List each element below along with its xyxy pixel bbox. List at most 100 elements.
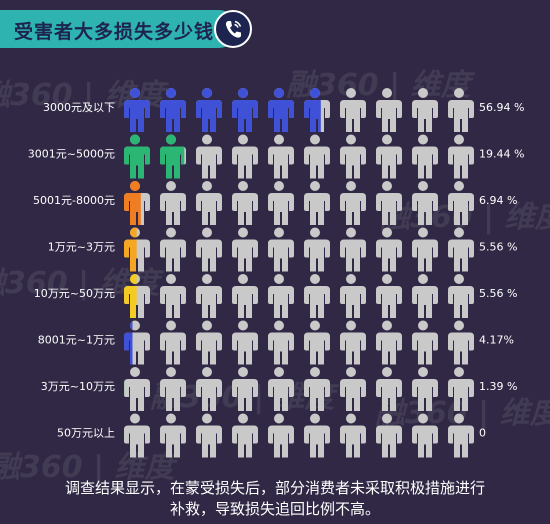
person-icon: [232, 274, 258, 318]
person-icon: [268, 134, 294, 179]
person-icon: [412, 413, 438, 458]
person-icon-filled: [124, 274, 137, 318]
person-icon-filled: [124, 227, 137, 272]
person-icon: [340, 134, 366, 179]
person-icon: [412, 134, 438, 179]
title-bar: 受害者大多损失多少钱？: [0, 10, 238, 48]
person-icon: [448, 274, 474, 318]
person-icon: [304, 320, 330, 365]
value-label: 1.39 %: [479, 380, 517, 393]
person-icon: [196, 227, 222, 272]
chart-row: 5001元-8000元 6.94 %: [33, 181, 517, 225]
person-icon: [232, 320, 258, 365]
footer-note: 调查结果显示，在蒙受损失后，部分消费者未采取积极措施进行 补救，导致损失追回比例…: [0, 478, 550, 520]
person-icon: [304, 181, 330, 225]
person-icon-filled: [124, 88, 150, 132]
category-label: 5001元-8000元: [33, 194, 115, 207]
value-label: 56.94 %: [479, 101, 524, 114]
person-icon: [268, 274, 294, 318]
person-icon: [196, 413, 222, 458]
person-icon-filled: [196, 88, 222, 132]
person-icon: [196, 274, 222, 318]
person-icon: [448, 181, 474, 225]
phone-icon-glyph: [225, 20, 242, 38]
person-icon: [376, 320, 402, 365]
person-icon: [196, 320, 222, 365]
person-icon-filled: [232, 88, 258, 132]
chart-rows: 3000元及以下 56.94 % 3001元~5000元 19.44 % 5001元-8…: [28, 88, 524, 458]
person-icon: [268, 227, 294, 272]
value-label: 5.56 %: [479, 287, 517, 300]
person-icon-filled: [124, 321, 133, 365]
person-icon: [304, 413, 330, 458]
person-icon: [376, 181, 402, 225]
person-icon: [340, 413, 366, 458]
person-icon: [124, 413, 150, 458]
chart-row: 8001元~1万元 4.17%: [38, 320, 514, 365]
person-icon: [340, 88, 366, 132]
person-icon-filled: [160, 134, 185, 179]
category-label: 50万元以上: [57, 427, 115, 440]
person-icon: [124, 367, 150, 411]
chart-row: 3001元~5000元 19.44 %: [28, 134, 524, 179]
person-icon: [448, 88, 474, 132]
person-icon: [448, 227, 474, 272]
person-icon: [376, 413, 402, 458]
chart-row: 3万元~10万元 1.39 %: [41, 367, 517, 411]
person-icon-filled: [268, 88, 294, 132]
value-label: 4.17%: [479, 334, 514, 347]
chart-row: 1万元~3万元 5.56 %: [48, 227, 517, 272]
chart-row: 50万元以上 0: [57, 413, 486, 458]
person-icon: [232, 227, 258, 272]
person-icon: [196, 134, 222, 179]
person-icon: [376, 134, 402, 179]
person-icon: [304, 274, 330, 318]
person-icon: [340, 367, 366, 411]
person-icon: [448, 134, 474, 179]
person-icon: [160, 367, 186, 411]
person-icon: [268, 181, 294, 225]
person-icon: [448, 413, 474, 458]
watermark-text: 融360 | 维度: [0, 450, 175, 485]
category-label: 3000元及以下: [43, 101, 115, 114]
category-label: 8001元~1万元: [38, 334, 115, 347]
value-label: 5.56 %: [479, 241, 517, 254]
person-icon: [232, 181, 258, 225]
page-title: 受害者大多损失多少钱？: [14, 21, 235, 43]
chart-row: 3000元及以下 56.94 %: [43, 88, 524, 132]
person-icon: [268, 320, 294, 365]
category-label: 1万元~3万元: [48, 241, 115, 254]
value-label: 19.44 %: [479, 148, 524, 161]
person-icon: [376, 227, 402, 272]
category-label: 10万元~50万元: [34, 287, 115, 300]
footer-line-2: 补救，导致损失追回比例不高。: [169, 500, 380, 518]
person-icon-filled: [124, 379, 125, 396]
person-icon: [412, 367, 438, 411]
person-icon: [160, 320, 186, 365]
person-icon: [304, 227, 330, 272]
person-icon: [160, 181, 186, 225]
phone-icon: [214, 10, 252, 48]
person-icon: [340, 320, 366, 365]
person-icon: [412, 320, 438, 365]
person-icon: [340, 181, 366, 225]
footer-line-1: 调查结果显示，在蒙受损失后，部分消费者未采取积极措施进行: [64, 479, 485, 497]
person-icon-filled: [124, 181, 141, 225]
person-icon: [376, 88, 402, 132]
person-icon: [376, 367, 402, 411]
person-icon: [412, 88, 438, 132]
person-icon: [268, 413, 294, 458]
person-icon: [412, 181, 438, 225]
person-icon: [448, 320, 474, 365]
person-icon: [232, 367, 258, 411]
person-icon: [232, 413, 258, 458]
value-label: 0: [479, 427, 486, 440]
chart-row: 10万元~50万元 5.56 %: [34, 274, 517, 318]
person-icon: [304, 367, 330, 411]
person-icon: [160, 227, 186, 272]
person-icon: [412, 274, 438, 318]
person-icon: [304, 134, 330, 179]
person-icon: [196, 367, 222, 411]
person-icon-filled: [304, 88, 321, 132]
